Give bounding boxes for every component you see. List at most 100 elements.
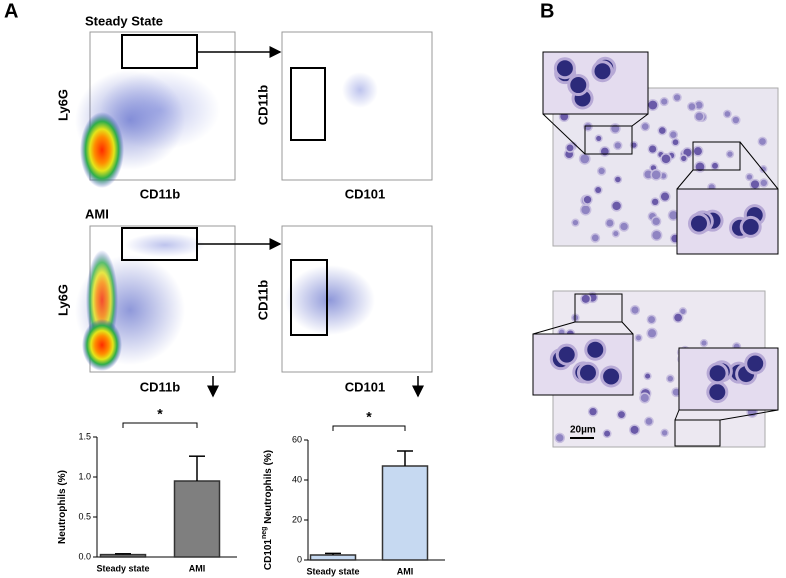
cell-nucleus — [660, 173, 667, 179]
y-axis-label-part: CD101 — [263, 539, 274, 571]
cell-nucleus — [580, 154, 590, 164]
cell-nucleus — [672, 139, 679, 146]
cell-nucleus — [709, 384, 726, 401]
event-cloud — [285, 265, 375, 335]
cell-nucleus — [673, 94, 681, 101]
y-tick-label: 20 — [292, 514, 302, 524]
bar — [381, 465, 429, 561]
cell-nucleus — [560, 112, 569, 121]
zoom-line — [676, 169, 694, 190]
cell-nucleus — [672, 388, 680, 396]
zoom-line — [621, 321, 634, 335]
cell-nucleus — [556, 434, 564, 442]
panel-label: A — [4, 0, 18, 22]
cell-nucleus — [688, 103, 696, 110]
cell-nucleus — [591, 234, 599, 242]
cell-nucleus — [690, 215, 707, 232]
cell-nucleus — [651, 170, 661, 180]
cell-nucleus — [620, 222, 628, 231]
cell-nucleus — [648, 316, 656, 324]
zoom-line — [542, 113, 586, 155]
cell-nucleus — [598, 167, 605, 175]
cell-nucleus — [651, 198, 659, 206]
cell-nucleus — [658, 127, 666, 134]
cell-nucleus — [596, 135, 602, 141]
cell-nucleus — [618, 411, 625, 419]
cell-nucleus — [611, 124, 620, 133]
cell-nucleus — [652, 230, 661, 240]
cell-nucleus — [641, 123, 649, 130]
y-tick-label: 0 — [297, 554, 302, 564]
y-tick-label: 60 — [292, 434, 302, 444]
cell-nucleus — [579, 364, 596, 381]
cell-nucleus — [680, 308, 686, 314]
cell-nucleus — [615, 176, 621, 183]
cell-nucleus — [693, 147, 702, 156]
y-tick-label: 40 — [292, 474, 302, 484]
significance-mark: * — [366, 409, 372, 425]
cell-nucleus — [645, 373, 651, 379]
cell-nucleus — [558, 346, 575, 363]
cell-nucleus — [631, 142, 637, 148]
axis-label: CD11b — [255, 85, 270, 126]
cell-nucleus — [667, 375, 674, 382]
zoom-line — [631, 113, 649, 127]
cell-nucleus — [614, 142, 621, 149]
x-tick-label: AMI — [397, 566, 414, 576]
scale-bar-label: 20µm — [570, 425, 596, 436]
cell-nucleus — [566, 144, 574, 152]
cell-nucleus — [612, 201, 621, 211]
cell-nucleus — [760, 179, 768, 187]
cell-nucleus — [732, 116, 740, 124]
cell-nucleus — [661, 154, 671, 164]
y-tick-label: 0.5 — [78, 511, 91, 521]
gate — [290, 67, 326, 141]
axis-label: CD101 — [345, 186, 385, 201]
plot-frame — [281, 225, 433, 373]
flow-plot — [75, 225, 236, 373]
zoom-box — [574, 293, 623, 323]
bar — [309, 554, 357, 561]
cell-nucleus — [583, 196, 592, 204]
bar — [173, 480, 221, 558]
cell-nucleus — [660, 192, 670, 201]
cell-nucleus — [572, 219, 579, 226]
cell-nucleus — [701, 340, 707, 346]
axis-label: Ly6G — [55, 284, 70, 316]
cell-nucleus — [603, 368, 620, 385]
cell-nucleus — [636, 335, 642, 341]
cell-nucleus — [648, 100, 658, 110]
significance-bracket — [122, 422, 198, 428]
cell-nucleus — [746, 174, 753, 180]
event-cloud — [100, 70, 220, 150]
event-density — [80, 112, 124, 188]
event-cloud — [125, 233, 205, 257]
x-tick-label: Steady state — [306, 566, 359, 576]
y-axis-label-part: Neutrophils (%) — [263, 450, 274, 527]
axis-label: CD11b — [140, 186, 181, 201]
axis-label: CD11b — [255, 280, 270, 321]
cell-nucleus — [631, 306, 639, 314]
cell-nucleus — [669, 211, 678, 220]
flow-plot — [281, 31, 433, 181]
significance-mark: * — [157, 406, 163, 422]
y-axis-label: CD101neg Neutrophils (%) — [261, 450, 273, 570]
cell-nucleus — [613, 231, 619, 237]
event-density — [82, 319, 122, 371]
cell-nucleus — [584, 123, 592, 131]
zoom-line — [532, 321, 576, 335]
cell-nucleus — [556, 60, 573, 77]
cell-nucleus — [644, 170, 653, 179]
plot-frame — [281, 31, 433, 181]
cell-nucleus — [606, 219, 614, 227]
gate — [290, 259, 328, 336]
cell-nucleus — [589, 407, 597, 416]
y-axis-label-part: Neutrophils (%) — [57, 470, 68, 544]
zoom-box — [584, 125, 633, 155]
cell-nucleus — [750, 180, 760, 189]
y-tick-label: 1.5 — [78, 431, 91, 441]
cell-nucleus — [747, 355, 764, 372]
cell-nucleus — [630, 425, 639, 434]
y-tick-label: 0.0 — [78, 551, 91, 561]
